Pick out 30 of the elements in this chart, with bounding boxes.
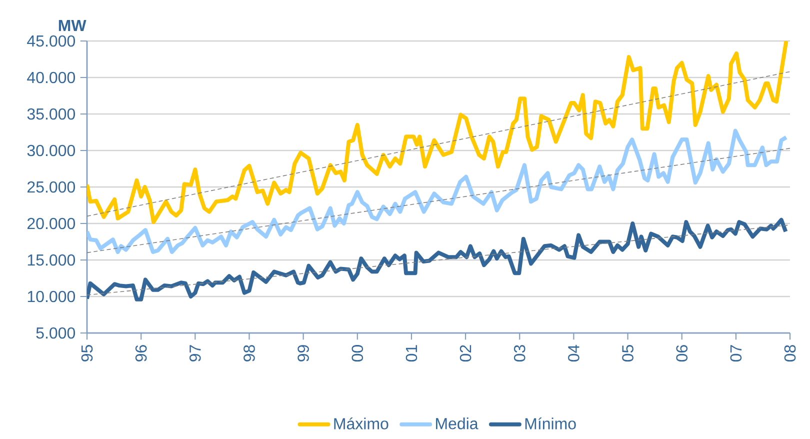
x-tick-label: 99 xyxy=(298,345,309,362)
y-tick-label: 45.000 xyxy=(27,35,76,47)
y-tick-label: 5.000 xyxy=(36,327,76,339)
y-tick-label: 20.000 xyxy=(27,218,76,230)
x-tick-label: 97 xyxy=(189,345,201,362)
x-tick-label: 03 xyxy=(514,345,526,362)
x-tick-label: 01 xyxy=(406,345,418,362)
legend-label: Media xyxy=(436,418,478,430)
x-tick-label: 06 xyxy=(676,345,688,362)
line-series xyxy=(87,41,788,224)
y-tick-label: 15.000 xyxy=(28,254,76,266)
x-tick-label: 07 xyxy=(730,345,742,362)
x-tick-label: 05 xyxy=(622,345,634,362)
x-tick-label: 96 xyxy=(135,345,147,362)
x-tick-label: 02 xyxy=(460,345,472,362)
x-tick-label: 98 xyxy=(244,345,255,362)
y-axis-title: MW xyxy=(58,20,86,31)
y-tick-label: 10.000 xyxy=(28,290,76,302)
y-tick-label: 25.000 xyxy=(27,181,76,193)
x-tick-label: 08 xyxy=(784,345,796,362)
x-tick-label: 95 xyxy=(81,345,93,362)
y-tick-label: 30.000 xyxy=(27,144,76,156)
y-tick-label: 40.000 xyxy=(27,72,76,84)
legend-label: Mínimo xyxy=(525,417,576,430)
x-tick-label: 04 xyxy=(568,344,580,362)
y-tick-label: 35.000 xyxy=(27,108,76,120)
line-series xyxy=(87,128,788,254)
legend-label: Máximo xyxy=(334,417,388,430)
line-series xyxy=(87,218,788,302)
x-tick-label: 00 xyxy=(352,344,364,362)
